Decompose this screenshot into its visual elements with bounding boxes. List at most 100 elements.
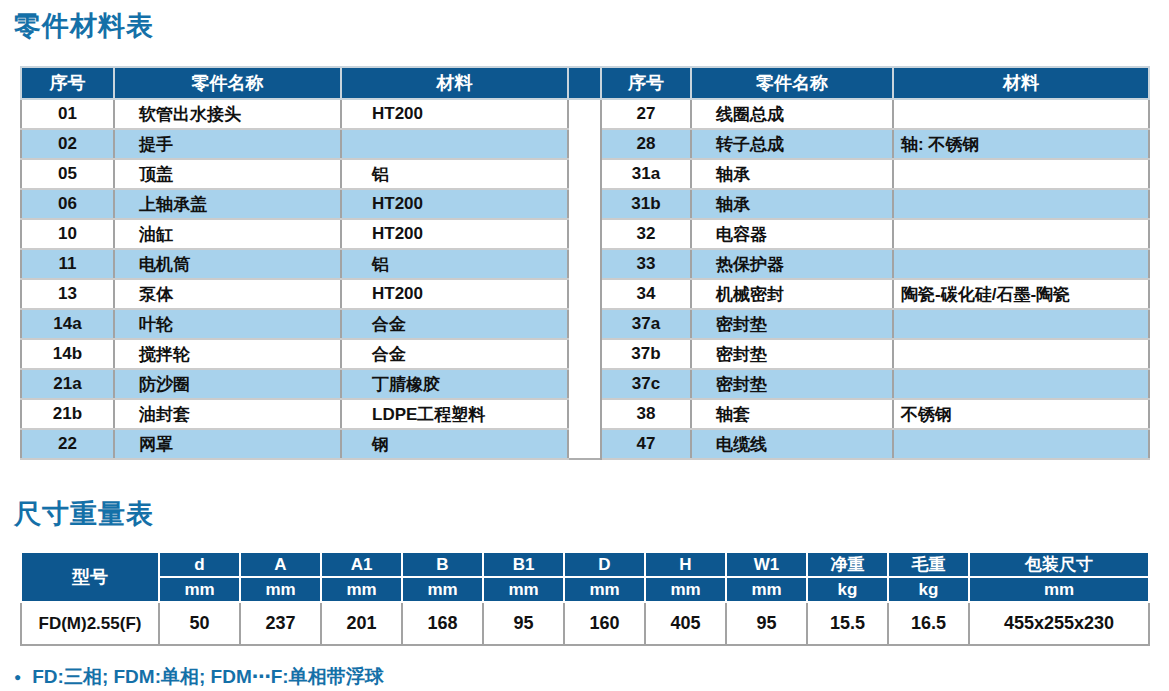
dims-col-unit: mm [159,577,240,602]
part-name-cell: 搅拌轮 [114,339,341,369]
parts-row: 22网罩钢47电缆线 [21,429,1149,459]
spacer-cell [568,369,601,399]
part-material-cell [893,99,1149,129]
dims-col-unit: mm [483,577,564,602]
parts-header-name-right: 零件名称 [691,67,893,99]
spacer-cell [568,309,601,339]
spacer-cell [568,219,601,249]
dimensions-weight-table: 型号 dAA1BB1DHW1净重毛重包装尺寸 mmmmmmmmmmmmmmmmk… [20,551,1150,646]
dims-value-cell: 50 [159,602,240,645]
part-no-cell: 37a [601,309,691,339]
part-no-cell: 11 [21,249,114,279]
part-no-cell: 01 [21,99,114,129]
part-no-cell: 14a [21,309,114,339]
dims-col-label: d [159,552,240,577]
dims-value-cell: 455x255x230 [969,602,1149,645]
part-name-cell: 电容器 [691,219,893,249]
dims-value-cell: 168 [402,602,483,645]
dims-col-label: D [564,552,645,577]
part-name-cell: 轴承 [691,189,893,219]
part-name-cell: 上轴承盖 [114,189,341,219]
dims-col-unit: mm [402,577,483,602]
part-material-cell: 轴: 不锈钢 [893,129,1149,159]
part-material-cell [893,189,1149,219]
dims-col-label: H [645,552,726,577]
spacer-cell [568,279,601,309]
part-material-cell [893,249,1149,279]
dims-col-label: A [240,552,321,577]
part-name-cell: 电缆线 [691,429,893,459]
part-no-cell: 14b [21,339,114,369]
dims-col-unit: kg [807,577,888,602]
part-no-cell: 27 [601,99,691,129]
part-no-cell: 37c [601,369,691,399]
part-material-cell [893,309,1149,339]
part-no-cell: 13 [21,279,114,309]
parts-row: 14a叶轮合金37a密封垫 [21,309,1149,339]
part-material-cell: HT200 [341,189,568,219]
part-no-cell: 33 [601,249,691,279]
parts-row: 10油缸HT20032电容器 [21,219,1149,249]
part-no-cell: 47 [601,429,691,459]
part-material-cell: 不锈钢 [893,399,1149,429]
spacer-cell [568,99,601,129]
part-material-cell [893,219,1149,249]
part-name-cell: 线圈总成 [691,99,893,129]
dims-col-unit: mm [645,577,726,602]
dims-col-label: A1 [321,552,402,577]
parts-row: 02提手28转子总成轴: 不锈钢 [21,129,1149,159]
part-no-cell: 34 [601,279,691,309]
parts-header-row: 序号 零件名称 材料 序号 零件名称 材料 [21,67,1149,99]
dims-col-label: B [402,552,483,577]
part-no-cell: 28 [601,129,691,159]
spacer-cell [568,129,601,159]
dims-value-cell: 15.5 [807,602,888,645]
part-name-cell: 软管出水接头 [114,99,341,129]
parts-row: 21b油封套LDPE工程塑料38轴套不锈钢 [21,399,1149,429]
part-name-cell: 密封垫 [691,369,893,399]
part-no-cell: 21b [21,399,114,429]
dims-col-label: B1 [483,552,564,577]
part-material-cell [893,369,1149,399]
part-no-cell: 22 [21,429,114,459]
part-name-cell: 油缸 [114,219,341,249]
parts-row: 11电机筒铝33热保护器 [21,249,1149,279]
part-material-cell [893,429,1149,459]
parts-header-spacer [568,67,601,99]
dims-col-unit: mm [564,577,645,602]
dims-header-labels-row: 型号 dAA1BB1DHW1净重毛重包装尺寸 [21,552,1149,577]
dims-col-label: W1 [726,552,807,577]
datasheet-page: 零件材料表 序号 零件名称 材料 序号 零件名称 材料 01软管出水接头HT20… [0,0,1169,691]
part-no-cell: 21a [21,369,114,399]
spacer-cell [568,189,601,219]
bullet-icon: ● [14,671,21,683]
parts-header-material-left: 材料 [341,67,568,99]
part-name-cell: 电机筒 [114,249,341,279]
dims-value-cell: 405 [645,602,726,645]
dims-value-cell: 237 [240,602,321,645]
part-no-cell: 06 [21,189,114,219]
parts-row: 01软管出水接头HT200 27线圈总成 [21,99,1149,129]
part-name-cell: 轴套 [691,399,893,429]
parts-row: 21a防沙圈丁腈橡胶37c密封垫 [21,369,1149,399]
part-no-cell: 05 [21,159,114,189]
part-name-cell: 泵体 [114,279,341,309]
spacer-cell [568,399,601,429]
part-material-cell [893,339,1149,369]
spacer-cell [568,249,601,279]
dims-col-unit: mm [321,577,402,602]
parts-material-table: 序号 零件名称 材料 序号 零件名称 材料 01软管出水接头HT20027线圈总… [20,66,1150,460]
dims-value-cell: 95 [483,602,564,645]
part-no-cell: 02 [21,129,114,159]
part-name-cell: 密封垫 [691,339,893,369]
part-material-cell: 钢 [341,429,568,459]
dims-header-model: 型号 [21,552,159,602]
part-name-cell: 热保护器 [691,249,893,279]
part-material-cell [893,159,1149,189]
part-material-cell: HT200 [341,99,568,129]
part-material-cell: LDPE工程塑料 [341,399,568,429]
dims-col-unit: kg [888,577,969,602]
part-name-cell: 防沙圈 [114,369,341,399]
dims-model-cell: FD(M)2.55(F) [21,602,159,645]
part-name-cell: 叶轮 [114,309,341,339]
